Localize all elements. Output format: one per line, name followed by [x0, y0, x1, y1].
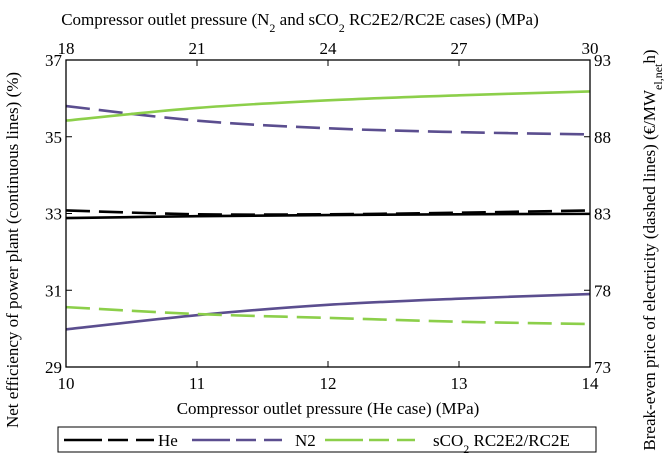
- price-line-n2: [65, 104, 591, 136]
- price-line-he: [65, 209, 591, 216]
- y-right-tick-label: 78: [594, 281, 611, 300]
- y-right-tick-label: 73: [594, 358, 611, 377]
- x-top-axis-title: Compressor outlet pressure (N2 and sCO2 …: [61, 10, 539, 35]
- x-top-tick-label: 18: [58, 39, 75, 58]
- x-bottom-tick-label: 10: [58, 374, 75, 393]
- efficiency-line-he: [65, 212, 591, 220]
- x-bottom-tick-label: 14: [582, 374, 600, 393]
- y-left-tick-label: 35: [45, 128, 62, 147]
- x-bottom-tick-label: 12: [320, 374, 337, 393]
- x-bottom-tick-label: 11: [189, 374, 205, 393]
- plot-lines: [65, 90, 591, 331]
- x-top-tick-label: 24: [320, 39, 338, 58]
- legend: He N2 sCO2 RC2E2/RC2E: [57, 426, 597, 456]
- y-left-tick-label: 37: [45, 51, 63, 70]
- y-right-tick-label: 88: [594, 128, 611, 147]
- price-line-sco2: [65, 305, 591, 326]
- x-top-tick-label: 21: [189, 39, 206, 58]
- y-right-tick-label: 83: [594, 205, 611, 224]
- y-right-axis-title: Break-even price of electricity (dashed …: [640, 49, 665, 450]
- x-top-tick-label: 27: [451, 39, 469, 58]
- legend-label-he: He: [158, 431, 178, 450]
- x-top-tick-label: 30: [582, 39, 599, 58]
- axis-ticks: 10 11 12 13 14 18 21 24 27 30 29 31 33 35 37 73 78 83 88 93: [45, 39, 611, 393]
- efficiency-line-sco2: [65, 90, 591, 122]
- y-left-tick-label: 31: [45, 281, 62, 300]
- x-bottom-axis-title: Compressor outlet pressure (He case) (MP…: [177, 399, 480, 418]
- x-bottom-tick-label: 13: [451, 374, 468, 393]
- y-left-tick-label: 33: [45, 205, 62, 224]
- y-left-tick-label: 29: [45, 358, 62, 377]
- efficiency-line-n2: [65, 292, 591, 331]
- legend-label-sco2: sCO2 RC2E2/RC2E: [433, 431, 570, 456]
- y-left-axis-title: Net efficiency of power plant (continuou…: [3, 72, 22, 428]
- legend-label-n2: N2: [295, 431, 316, 450]
- y-right-tick-label: 93: [594, 51, 611, 70]
